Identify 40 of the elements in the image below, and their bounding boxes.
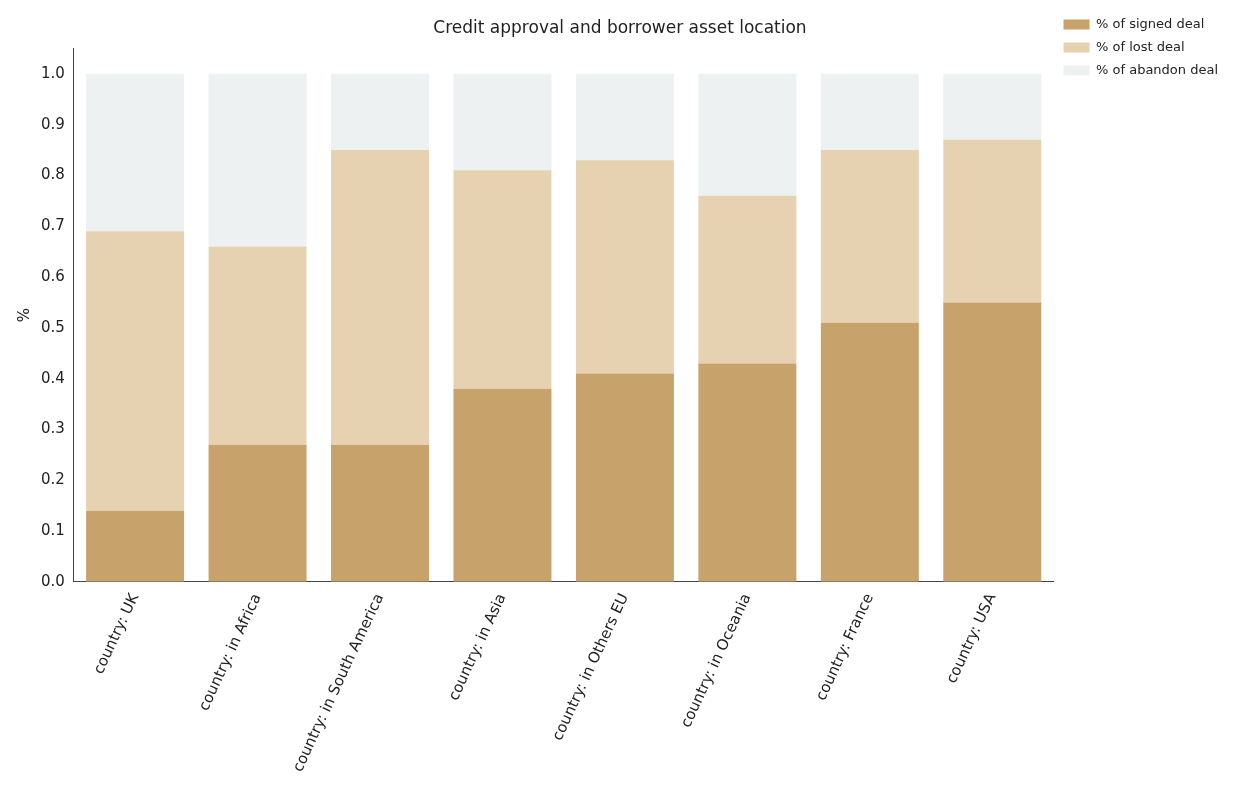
bar — [331, 444, 429, 582]
bar — [820, 322, 919, 582]
y-tick-label: 0.0 — [41, 571, 65, 590]
y-tick-label: 0.5 — [41, 317, 65, 336]
bar — [698, 363, 797, 582]
legend-label: % of abandon deal — [1096, 61, 1219, 77]
chart-title: Credit approval and borrower asset location — [433, 16, 807, 37]
y-axis-title: % — [14, 308, 33, 323]
bar — [575, 160, 674, 374]
bar — [86, 510, 185, 582]
bar — [943, 139, 1042, 303]
bar — [208, 444, 307, 582]
bar — [820, 73, 919, 151]
bar — [331, 73, 429, 151]
y-tick-label: 1.0 — [41, 63, 65, 82]
y-tick-label: 0.3 — [41, 419, 65, 438]
legend-label: % of lost deal — [1096, 38, 1185, 54]
y-tick-label: 0.6 — [41, 266, 65, 285]
bar — [575, 373, 674, 582]
y-tick-label: 0.2 — [41, 470, 65, 489]
y-tick-label: 0.7 — [41, 216, 65, 235]
bar — [86, 73, 185, 232]
y-tick-label: 0.9 — [41, 114, 65, 133]
bar — [208, 73, 307, 247]
bar — [698, 73, 797, 196]
bar — [820, 150, 919, 323]
bar — [86, 231, 185, 511]
bar — [943, 302, 1042, 582]
y-tick-label: 0.4 — [41, 368, 65, 387]
bar — [698, 195, 797, 364]
bar — [331, 150, 429, 445]
bar — [453, 388, 552, 582]
bar — [575, 73, 674, 161]
bar — [208, 246, 307, 445]
bar — [453, 170, 552, 389]
y-tick-label: 0.1 — [41, 520, 65, 539]
bar — [943, 73, 1042, 140]
y-tick-label: 0.8 — [41, 165, 65, 184]
legend-label: % of signed deal — [1096, 15, 1205, 31]
bar — [453, 73, 552, 171]
